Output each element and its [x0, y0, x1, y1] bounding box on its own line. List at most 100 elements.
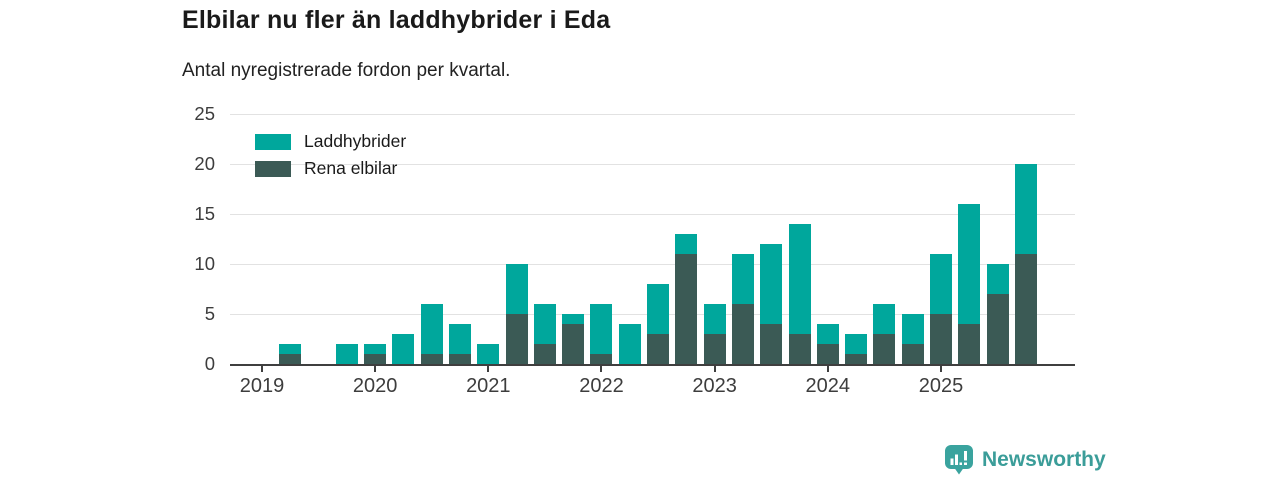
bar-segment-laddhybrider-2020-q4 [449, 324, 472, 354]
gridline-20 [230, 164, 1075, 165]
x-axis-tick-2023 [713, 366, 716, 372]
y-axis-label-0: 0 [204, 353, 215, 374]
bar-segment-laddhybrider-2021-q3 [533, 304, 556, 344]
bar-segment-rena-elbilar-2024-q4 [901, 344, 924, 364]
x-axis-tick-2024 [826, 366, 829, 372]
bar-segment-rena-elbilar-2024-q2 [845, 354, 868, 364]
legend-swatch-laddhybrider [255, 133, 291, 150]
bar-2024-q4 [901, 314, 924, 364]
x-axis-label-2024: 2024 [805, 375, 851, 397]
bar-segment-laddhybrider-2024-q3 [873, 304, 896, 334]
y-axis-label-15: 15 [194, 203, 215, 224]
bar-segment-rena-elbilar-2025-q4 [1014, 254, 1037, 364]
x-axis-tick-2025 [939, 366, 942, 372]
x-axis-label-2022: 2022 [579, 375, 624, 397]
x-axis-label-2021: 2021 [466, 375, 511, 397]
bar-segment-laddhybrider-2021-q1 [477, 344, 500, 364]
bar-segment-rena-elbilar-2023-q2 [731, 304, 754, 364]
bar-2022-q4 [675, 234, 698, 364]
bar-segment-laddhybrider-2025-q3 [986, 264, 1009, 294]
bar-segment-laddhybrider-2024-q4 [901, 314, 924, 344]
bar-2020-q1 [364, 344, 387, 364]
gridline-25 [230, 114, 1075, 115]
chart-subtitle: Antal nyregistrerade fordon per kvartal. [182, 60, 511, 81]
bar-2022-q2 [618, 324, 641, 364]
bar-2021-q3 [533, 304, 556, 364]
newsworthy-brand-link[interactable]: Newsworthy [944, 444, 1106, 475]
x-axis-label-2019: 2019 [239, 375, 285, 397]
legend-item-rena-elbilar: Rena elbilar [255, 155, 406, 182]
x-axis-label-2023: 2023 [692, 375, 737, 397]
bar-segment-laddhybrider-2019-q4 [335, 344, 358, 364]
y-axis-label-25: 25 [194, 103, 215, 124]
bar-segment-rena-elbilar-2022-q3 [647, 334, 670, 364]
bar-segment-rena-elbilar-2025-q2 [958, 324, 981, 364]
legend-label-laddhybrider: Laddhybrider [304, 131, 407, 151]
bar-segment-rena-elbilar-2021-q2 [505, 314, 528, 364]
bar-segment-rena-elbilar-2024-q3 [873, 334, 896, 364]
bar-segment-rena-elbilar-2023-q4 [788, 334, 811, 364]
gridline-10 [230, 264, 1075, 265]
bar-segment-laddhybrider-2025-q1 [929, 254, 952, 314]
bar-segment-rena-elbilar-2020-q1 [364, 354, 387, 364]
bar-segment-rena-elbilar-2019-q2 [279, 354, 302, 364]
bar-2025-q3 [986, 264, 1009, 364]
bar-segment-rena-elbilar-2023-q1 [703, 334, 726, 364]
bar-segment-rena-elbilar-2022-q1 [590, 354, 613, 364]
plot-area: Laddhybrider Rena elbilar 0 5 10 15 20 25 2019… [194, 103, 1075, 397]
x-axis-tick-2019 [261, 366, 263, 372]
bar-segment-laddhybrider-2021-q2 [505, 264, 528, 314]
bar-segment-laddhybrider-2022-q1 [590, 304, 613, 354]
y-axis-label-20: 20 [194, 153, 215, 174]
bar-segment-rena-elbilar-2022-q4 [675, 254, 698, 364]
bar-segment-laddhybrider-2023-q1 [703, 304, 726, 334]
bar-2021-q2 [505, 264, 528, 364]
bar-segment-laddhybrider-2021-q4 [562, 314, 585, 324]
x-axis-tick-2022 [600, 366, 603, 372]
x-axis-tick-2020 [374, 366, 377, 372]
bar-2023-q3 [760, 244, 783, 364]
bar-2025-q1 [929, 254, 952, 364]
bar-segment-laddhybrider-2020-q1 [364, 344, 387, 354]
bar-2021-q4 [562, 314, 585, 364]
legend-label-rena-elbilar: Rena elbilar [304, 158, 398, 178]
bar-2023-q2 [731, 254, 754, 364]
bar-2020-q2 [392, 334, 415, 364]
bar-2024-q1 [816, 324, 839, 364]
bar-segment-laddhybrider-2022-q2 [618, 324, 641, 364]
bar-segment-rena-elbilar-2023-q3 [760, 324, 783, 364]
legend-swatch-rena-elbilar [255, 160, 291, 177]
bar-segment-rena-elbilar-2020-q4 [449, 354, 472, 364]
bar-2023-q1 [703, 304, 726, 364]
bar-segment-laddhybrider-2023-q2 [731, 254, 754, 304]
bar-segment-laddhybrider-2023-q3 [760, 244, 783, 324]
bar-segment-laddhybrider-2023-q4 [788, 224, 811, 334]
x-axis-label-2025: 2025 [918, 375, 964, 397]
bar-segment-rena-elbilar-2020-q3 [420, 354, 443, 364]
bar-2019-q2 [279, 344, 302, 364]
bar-2022-q1 [590, 304, 613, 364]
chart-legend: Laddhybrider Rena elbilar [255, 128, 406, 182]
legend-item-laddhybrider: Laddhybrider [255, 128, 406, 155]
bar-segment-laddhybrider-2025-q2 [958, 204, 981, 324]
bar-segment-laddhybrider-2024-q1 [816, 324, 839, 344]
x-axis-label-2020: 2020 [352, 375, 398, 397]
brand-name: Newsworthy [982, 447, 1106, 471]
bar-2025-q2 [958, 204, 981, 364]
bar-segment-laddhybrider-2022-q3 [647, 284, 670, 334]
bar-segment-laddhybrider-2022-q4 [675, 234, 698, 254]
bar-2024-q3 [873, 304, 896, 364]
y-axis-label-5: 5 [204, 303, 215, 324]
y-axis-label-10: 10 [194, 253, 215, 274]
bar-segment-rena-elbilar-2025-q1 [929, 314, 952, 364]
bar-2021-q1 [477, 344, 500, 364]
bar-segment-rena-elbilar-2024-q1 [816, 344, 839, 364]
bar-2024-q2 [845, 334, 868, 364]
bar-2019-q4 [335, 344, 358, 364]
x-axis-tick-2021 [487, 366, 490, 372]
bar-segment-laddhybrider-2019-q2 [279, 344, 302, 354]
bar-segment-rena-elbilar-2021-q4 [562, 324, 585, 364]
bar-2022-q3 [647, 284, 670, 364]
bar-2020-q3 [420, 304, 443, 364]
